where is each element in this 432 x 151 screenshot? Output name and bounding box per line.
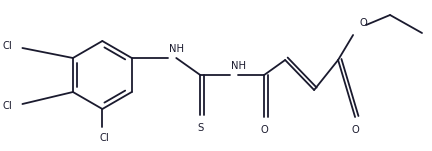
Text: Cl: Cl bbox=[99, 133, 109, 143]
Text: NH: NH bbox=[231, 61, 246, 71]
Text: Cl: Cl bbox=[3, 41, 13, 51]
Text: NH: NH bbox=[169, 44, 184, 54]
Text: S: S bbox=[197, 123, 203, 133]
Text: O: O bbox=[260, 125, 268, 135]
Text: O: O bbox=[359, 18, 367, 28]
Text: Cl: Cl bbox=[3, 101, 13, 111]
Text: O: O bbox=[351, 125, 359, 135]
